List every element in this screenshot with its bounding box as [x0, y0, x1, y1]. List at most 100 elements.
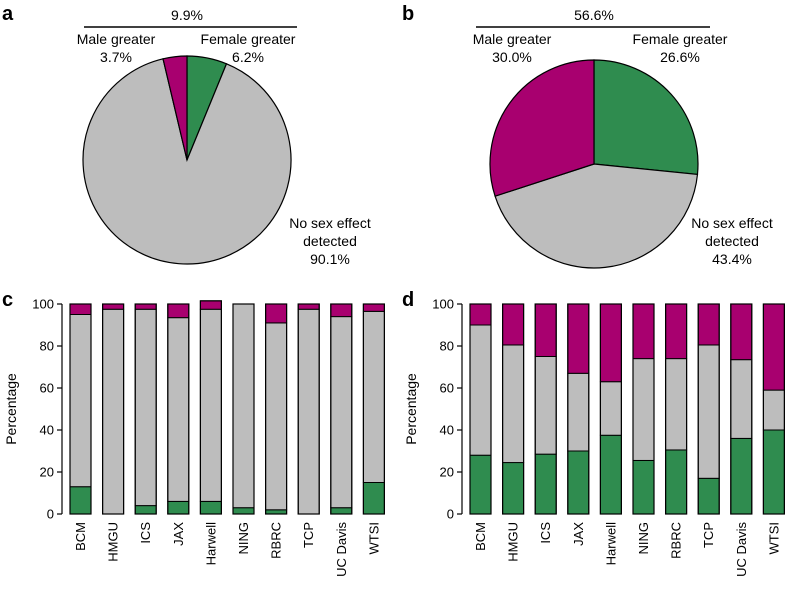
- pie-b-bracket-label: 56.6%: [574, 7, 614, 23]
- pie-a-bracket-label: 9.9%: [171, 7, 203, 23]
- bar-c-bar-male: [167, 303, 190, 319]
- bar-c-bar-female: [134, 505, 157, 515]
- bar-chart-d: Percentage 0 20 40 60 80 100 BCM HMGU ICS JAX Harw…: [403, 297, 786, 577]
- bar-c-category-label: ICS: [138, 522, 153, 544]
- bar-c-ytick-label: 100: [32, 297, 54, 312]
- bar-c-bar-female: [167, 500, 190, 515]
- bar-d-bar-male: [599, 303, 622, 383]
- pie-a-female-value: 6.2%: [232, 49, 264, 65]
- pie-a-female-label: Female greater: [201, 31, 296, 47]
- pie-b-slice-female: [593, 59, 699, 176]
- bar-c-bar-female: [199, 500, 222, 515]
- pie-a-slice-none: [82, 58, 292, 265]
- bar-d-bar-female: [632, 459, 655, 515]
- bar-c-category-label: HMGU: [106, 522, 121, 562]
- bar-d-bar-female: [502, 462, 525, 515]
- panel-letter-d: d: [402, 289, 414, 311]
- bar-c-bar-female: [330, 507, 353, 515]
- bar-d-bar-female: [665, 449, 688, 515]
- bar-d-ytick-label: 100: [432, 297, 454, 312]
- bar-d-bar-female: [599, 434, 622, 515]
- bar-c-ytick-label: 80: [40, 339, 54, 354]
- bar-c-category-label: TCP: [301, 522, 316, 548]
- bar-c-bar-female: [69, 486, 92, 515]
- bar-d-bar-none: [632, 358, 655, 461]
- bar-d-bar-none: [567, 372, 590, 452]
- bar-c-bar-none: [134, 308, 157, 507]
- bar-c-bar-none: [69, 314, 92, 488]
- bar-d-bar-female: [697, 477, 720, 515]
- bar-d-category-label: HMGU: [506, 522, 521, 562]
- bar-d-bar-male: [665, 303, 688, 360]
- bar-d-bar-outline: [469, 303, 492, 515]
- bar-d-bar-outline: [762, 303, 786, 515]
- bar-d-bar-male: [762, 303, 785, 391]
- bar-c-bar-none: [362, 310, 385, 483]
- bar-d-bar-outline: [632, 303, 655, 515]
- bar-c-bar-male: [362, 303, 385, 312]
- panel-letter-c: c: [2, 289, 13, 311]
- pie-b-slice-male: [489, 59, 595, 197]
- bar-d-bar-female: [534, 453, 557, 515]
- bar-d-bar-outline: [502, 303, 525, 515]
- bar-c-bar-none: [232, 303, 255, 509]
- pie-chart-a: 9.9% Male greater 3.7% Female greater 6.…: [77, 7, 371, 267]
- bar-d-bar-female: [730, 437, 753, 515]
- bar-d-bar-none: [534, 356, 557, 455]
- bar-d-bar-outline: [567, 303, 590, 515]
- bar-c-bar-female: [232, 507, 255, 515]
- bar-c-category-label: RBRC: [269, 522, 284, 559]
- bar-d-category-label: Harwell: [603, 522, 618, 565]
- pie-b-slices: [489, 59, 699, 269]
- panel-letter-a: a: [2, 3, 14, 25]
- bar-d-bar-outline: [534, 303, 557, 515]
- bar-c-ytick-label: 60: [40, 381, 54, 396]
- bar-d-bar-male: [567, 303, 590, 374]
- bar-c-bar-female: [362, 482, 385, 515]
- bar-c-bar-none: [167, 317, 190, 502]
- bar-c-bar-male: [330, 303, 353, 318]
- bar-d-category-label: RBRC: [669, 522, 684, 559]
- bar-c-bar-none: [330, 316, 353, 509]
- pie-a-slices: [82, 55, 292, 265]
- bar-d-bar-outline: [730, 303, 753, 515]
- bar-d-category-label: TCP: [701, 522, 716, 548]
- bar-d-category-label: BCM: [473, 522, 488, 551]
- bar-d-bar-male: [697, 303, 720, 346]
- bar-c-category-label: NING: [236, 522, 251, 555]
- pie-b-none-value: 43.4%: [712, 251, 752, 267]
- bar-d-category-label: ICS: [538, 522, 553, 544]
- bar-c-bar-outline: [362, 303, 385, 515]
- bar-c-category-label: WTSI: [366, 522, 381, 555]
- bar-d-ytick-label: 60: [440, 381, 454, 396]
- bar-c-bar-outline: [167, 303, 190, 515]
- bar-d-ytick-label: 40: [440, 423, 454, 438]
- bar-d-bar-outline: [697, 303, 720, 515]
- bar-c-ytick-label: 0: [47, 507, 54, 522]
- bar-c-bar-male: [102, 303, 125, 310]
- bar-c-bar-none: [265, 322, 288, 511]
- bar-d-bar-male: [502, 303, 525, 346]
- bar-c-bar-male: [265, 303, 288, 324]
- bar-d-bar-none: [469, 324, 492, 456]
- bar-d-category-label: UC Davis: [734, 522, 749, 577]
- pie-b-male-value: 30.0%: [492, 49, 532, 65]
- pie-a-none-label-line1: No sex effect: [289, 215, 371, 231]
- bar-c-bar-outline: [265, 303, 288, 515]
- pie-a-none-label-line2: detected: [303, 233, 357, 249]
- bar-d-category-label: NING: [636, 522, 651, 555]
- bar-d-bar-outline: [664, 303, 688, 515]
- bar-c-ylabel: Percentage: [3, 373, 19, 445]
- bar-d-bar-male: [730, 303, 753, 361]
- bar-d-bar-female: [762, 429, 785, 515]
- bar-d-bar-male: [632, 303, 655, 360]
- bar-chart-c: Percentage 0 20 40 60 80 100 BCM HMGU ICS JAX Harw…: [3, 297, 385, 577]
- bar-c-category-label: BCM: [73, 522, 88, 551]
- bar-d-ytick-label: 80: [440, 339, 454, 354]
- bar-c-bar-none: [297, 308, 320, 515]
- bar-d-bar-none: [665, 358, 688, 451]
- bar-c-bar-outline: [134, 303, 157, 515]
- bar-c-bar-none: [199, 308, 222, 502]
- bar-c-ytick-label: 20: [40, 465, 54, 480]
- pie-b-female-value: 26.6%: [660, 49, 700, 65]
